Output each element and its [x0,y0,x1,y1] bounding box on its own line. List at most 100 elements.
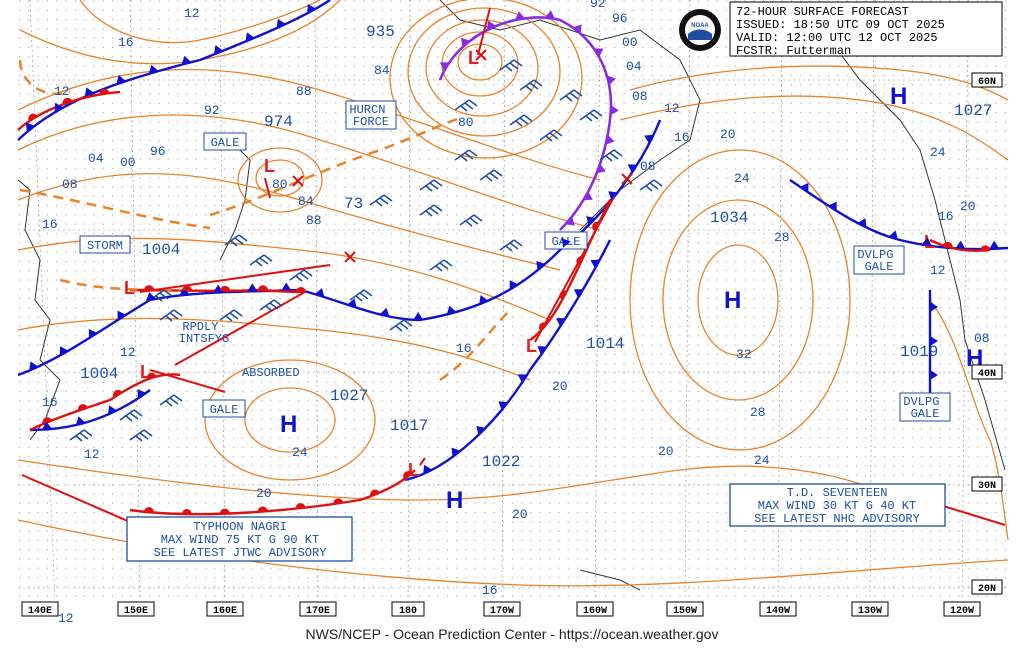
warm-front-bump [257,285,268,291]
cold-front-barb [888,230,899,240]
td-name: T.D. SEVENTEEN [787,486,888,500]
isobar-label: 16 [674,130,690,145]
low-symbol: L [408,460,419,480]
warm-front-bump [539,322,548,332]
cold-front-barb [857,218,867,228]
warm-front-bump [295,287,306,293]
isobar-label: 84 [374,63,390,78]
cold-front-barb [439,62,450,71]
footer-credit: NWS/NCEP - Ocean Prediction Center - htt… [305,626,719,642]
isobar-label: 24 [930,145,946,160]
cold-front-barb [379,307,390,317]
hurcn-force-box: HURCN FORCE [345,100,397,130]
isobar-label: 12 [930,263,946,278]
low-pressure: 1004 [142,241,180,259]
high-symbol: H [280,411,297,438]
isobar-label: 28 [750,405,766,420]
cold-front-barb [451,447,461,457]
issued-time: ISSUED: 18:50 UTC 09 OCT 2025 [736,18,945,32]
cold-front-barb [247,283,258,292]
isobar-label: 96 [612,11,628,26]
isobar-label: 20 [512,507,528,522]
high-pressure: 1034 [710,209,748,227]
forecaster: FCSTR: Futterman [736,44,851,58]
warm-front-bump [559,290,567,300]
warm-front-bump [113,389,123,398]
cold-front-barb [148,64,159,74]
hurcn-label: HURCN FORCE [349,103,392,129]
warm-front-bump [403,471,413,480]
isobar-label: 00 [120,155,136,170]
isobar-label: 84 [298,194,314,209]
isobar-label: 16 [42,395,58,410]
cold-front-barb [413,311,424,321]
warm-front-bump [181,285,192,291]
cold-front-barb [989,240,1000,249]
low-pressure: 1014 [586,335,624,353]
cold-front-barb [347,298,357,308]
header-box [729,1,1003,57]
cold-front-barb [955,240,966,249]
isobar-label: 24 [734,171,750,186]
warm-front-bump [219,508,230,514]
td-advisory: SEE LATEST NHC ADVISORY [754,512,920,526]
low-pressure: 1017 [390,417,428,435]
isobar-label: 80 [272,177,288,192]
warm-front-bump [942,241,953,249]
cold-front-barb [627,164,638,173]
graticule [18,0,1008,601]
warm-front-bump [370,489,380,497]
svg-text:NOAA: NOAA [691,23,709,29]
warm-front-bump [99,88,110,95]
dvlpg-label: DVLPG GALE [857,248,900,274]
low-crosses [292,49,633,263]
isobar-label: 04 [626,59,642,74]
svg-text:180: 180 [399,606,417,617]
cold-front-barb [446,305,457,315]
isobar-label: 08 [640,159,656,174]
svg-text:120W: 120W [950,606,974,617]
high-symbol: H [724,287,741,314]
isobar-label: 92 [204,103,220,118]
cold-front-barb [116,75,126,85]
isobar-labels: 12 16 12 04 00 96 92 08 88 84 80 80 84 8… [42,0,990,598]
svg-text:160E: 160E [213,606,237,617]
td-box: T.D. SEVENTEEN MAX WIND 30 KT G 40 KT SE… [729,483,946,527]
longitude-labels: 140E 150E 160E 170E 180 170W 160W 150W 1… [21,601,981,617]
warm-front-bump [143,507,154,513]
high-pressure: 1022 [482,453,520,471]
cold-front-barb [461,37,471,48]
typhoon-advisory: SEE LATEST JTWC ADVISORY [154,546,327,560]
isobar-label: 73 [344,195,363,213]
isobar-label: 24 [754,453,770,468]
svg-text:160W: 160W [583,606,607,617]
cold-front-barb [583,191,593,201]
isobar-label: 12 [664,101,680,116]
cold-front-barb [498,401,508,411]
warm-front-bump [28,113,38,122]
cold-front-barb [561,238,571,248]
cold-front-barb [921,237,932,247]
high-pressure: 1027 [330,387,368,405]
cold-front-barb [423,464,433,475]
warm-front-bump [219,285,230,291]
low-symbol: L [264,156,275,176]
cold-front-barb [565,216,575,226]
warm-front-bump [146,372,157,380]
isobar-label: 12 [184,6,200,21]
gale-label: GALE [211,136,240,150]
dvlpg-label: DVLPG GALE [903,395,946,421]
isobar-label: 12 [54,84,70,99]
low-symbol: L [124,278,135,298]
svg-text:40N: 40N [978,369,996,380]
isobar-label: 04 [88,151,104,166]
isobar-label: 28 [774,230,790,245]
warm-front-bump [62,97,73,105]
cold-front-barb [572,24,582,34]
rpdly-intsfyg-note: RPDLY INTSFYG [179,320,229,346]
warm-front-bump [143,285,154,291]
low-pressure: 935 [366,23,395,41]
low-symbol: L [468,48,479,68]
svg-text:60N: 60N [978,77,996,88]
cold-front-barb [54,102,64,113]
